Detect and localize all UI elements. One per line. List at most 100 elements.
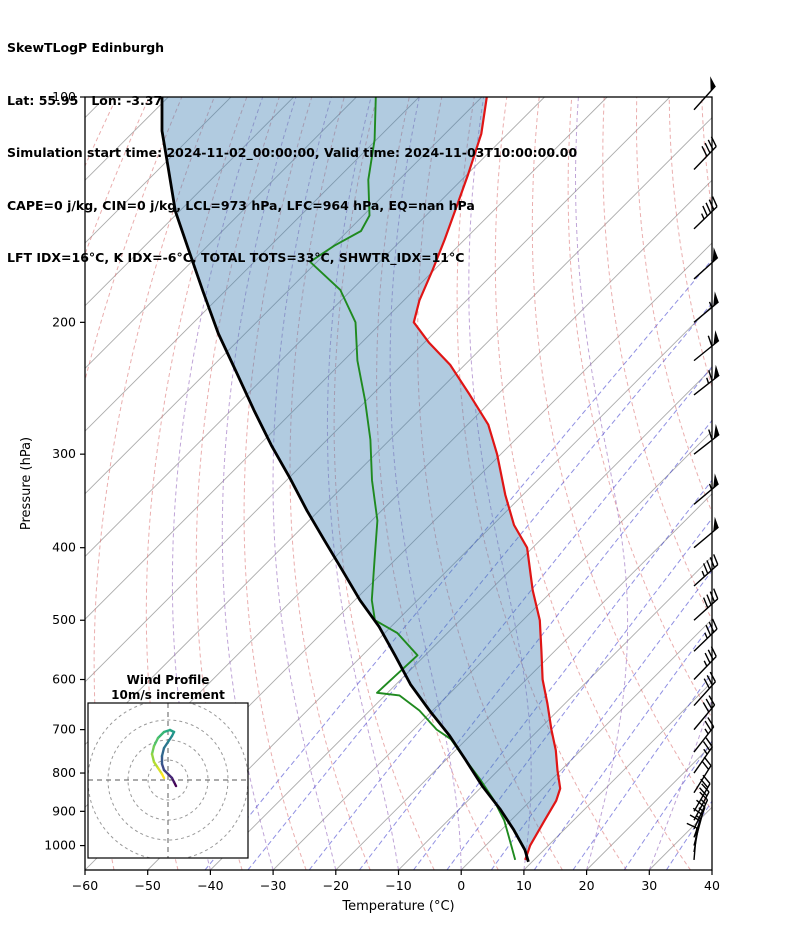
mixing-ratio-line: [247, 302, 712, 870]
y-tick-label: 200: [52, 314, 76, 329]
wind-barb-halffeather: [704, 632, 708, 639]
dry-adiabat-line: [602, 97, 712, 621]
mixing-ratio-line: [572, 671, 712, 870]
x-tick-label: −30: [260, 878, 286, 893]
parcel-profile: [160, 97, 530, 863]
axes: −60 −50 −40 −30 −20 −10 0 10 20 30 40 100 200 300 400 5…: [19, 89, 720, 914]
dry-adiabat-line: [85, 97, 150, 256]
y-tick-label: 800: [52, 765, 76, 780]
wind-barb-staff: [693, 765, 712, 794]
dry-adiabat-line: [289, 97, 371, 870]
wind-barb-feather: [707, 717, 715, 728]
y-tick-label: 400: [52, 540, 76, 555]
isotherm-line: [586, 743, 712, 870]
wind-barb-feather: [705, 202, 712, 214]
dry-adiabat-line: [734, 97, 794, 870]
wind-barbs: [686, 76, 720, 860]
hodograph-border: [87, 702, 249, 859]
dry-adiabat-line: [93, 97, 215, 870]
wind-barb-staff: [693, 656, 717, 680]
wind-barb-pennant: [713, 291, 719, 307]
x-tick-label: −20: [323, 878, 349, 893]
wind-barb-feather: [703, 678, 711, 689]
y-tick-label: 1000: [44, 838, 76, 853]
wind-barb-pennant: [713, 364, 720, 380]
isotherm-line: [85, 97, 295, 307]
chart-latlon: Lat: 55.95 Lon: -3.37: [7, 92, 163, 108]
wind-barb-staff: [693, 628, 718, 652]
wind-barb-feather: [708, 621, 715, 633]
wind-barb-feather: [701, 760, 710, 770]
hodograph-trace-segment: [150, 744, 156, 756]
wind-barb-feather: [706, 594, 712, 606]
wind-barb-feather: [713, 588, 719, 600]
wind-barb-staff: [693, 799, 709, 830]
isotherm-line: [147, 305, 712, 870]
wind-barb-staff: [693, 783, 711, 812]
wind-barb-feather: [704, 142, 711, 154]
wind-barb-feather: [705, 624, 712, 636]
hodograph-subtitle: 10m/s increment: [111, 688, 225, 702]
wind-barb-feather: [703, 756, 712, 767]
isotherm-line: [85, 97, 232, 244]
wind-barb-feather: [702, 597, 709, 609]
chart-indices-2: LFT IDX=16°C, K IDX=-6°C, TOTAL TOTS=33°…: [7, 250, 465, 265]
wind-barb-feather: [710, 136, 717, 147]
wind-barb-staff: [693, 598, 719, 621]
wind-barb-staff: [693, 339, 720, 362]
y-tick-label: 700: [52, 722, 76, 737]
moist-adiabat-line: [468, 97, 532, 870]
hodograph-trace-segment: [152, 760, 160, 770]
wind-barb-staff: [693, 681, 716, 707]
isotherm-line: [272, 430, 712, 870]
wind-barb-feather: [709, 557, 716, 568]
moist-adiabat-line: [171, 97, 264, 870]
isotherm-line: [85, 97, 545, 558]
isotherm-line: [398, 555, 712, 870]
wind-barb-pennant: [713, 516, 719, 532]
isotherm-line: [85, 97, 483, 495]
wind-barb-feather: [707, 139, 714, 151]
mixing-ratio-line: [665, 800, 712, 870]
chart-header: SkewTLogP Edinburgh Lat: 55.95 Lon: -3.3…: [7, 4, 577, 302]
wind-barb-feather: [704, 652, 711, 664]
wind-barb-feather: [702, 741, 711, 751]
wind-barb-pennant: [713, 330, 719, 345]
wind-barb-feather: [710, 646, 717, 657]
x-tick-label: −40: [197, 878, 223, 893]
isotherm-line: [85, 97, 357, 370]
wind-barb-staff: [693, 374, 720, 396]
wind-barb-staff: [693, 146, 717, 171]
dry-adiabat-line: [767, 97, 794, 870]
wind-barb-feather: [702, 205, 708, 217]
wind-barb-feather: [708, 429, 713, 441]
hodograph-trace-segment: [166, 734, 174, 744]
wind-barb-feather: [707, 335, 713, 347]
wind-barb-feather: [702, 702, 710, 713]
wind-barb-halffeather: [706, 377, 710, 384]
wind-barb-feather: [708, 199, 715, 211]
y-tick-label: 900: [52, 803, 76, 818]
wind-barb-feather: [699, 787, 708, 797]
wind-barb-pennant: [713, 424, 720, 439]
wind-barb-feather: [711, 618, 718, 630]
x-tick-label: −50: [135, 878, 161, 893]
dry-adiabat-line: [333, 97, 435, 870]
x-tick-label: 10: [516, 878, 532, 893]
mixing-ratio-line: [446, 517, 712, 870]
wind-barb-feather: [708, 695, 716, 706]
wind-barb-staff: [693, 791, 710, 821]
hodograph-trace-segment: [160, 772, 166, 780]
temperature-profile: [412, 97, 562, 861]
wind-barb-feather: [709, 671, 717, 683]
isotherm-line: [648, 806, 712, 870]
hodograph-trace-segment: [156, 730, 166, 740]
wind-barb-feather: [706, 675, 714, 686]
chart-title: SkewTLogP Edinburgh: [7, 40, 165, 55]
wind-barb-feather: [709, 591, 716, 603]
dry-adiabat-line: [376, 97, 499, 870]
x-tick-label: 30: [641, 878, 657, 893]
mixing-ratio-line: [308, 365, 712, 870]
isotherm-line: [335, 493, 712, 870]
